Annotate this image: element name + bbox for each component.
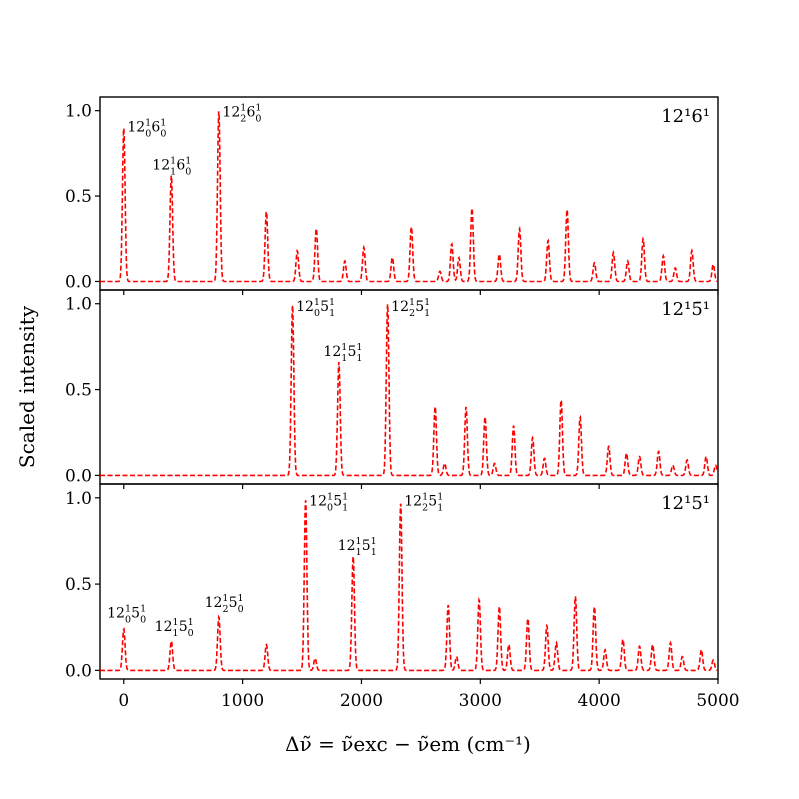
peak-annotation: 121 0 61 0 [127,118,166,140]
y-tick-label: 0.5 [65,381,92,401]
panels-group: 0.0 0.5 1.0 12¹6¹ 121 0 61 0 121 1 61 0 121 2 61 0… [65,96,719,684]
spectrum-line [100,111,718,283]
panel-1: 0.0 0.5 1.0 12¹6¹ 121 0 61 0 121 1 61 0 121 2 61 0 [65,96,719,295]
panel-2: 0.0 0.5 1.0 12¹5̄¹ 121 0 5̄1 1 121 1 5̄1 1 121 2 … [65,289,719,489]
peak-annotation: 121 2 51 0 [205,593,244,615]
peak-annotation: 121 1 5̄1 1 [323,342,362,364]
y-tick-label: 1.0 [65,295,92,315]
x-tick-label: 5000 [696,691,739,711]
x-tick-label: 4000 [578,691,621,711]
panel-label: 12¹5̄¹ [661,299,710,320]
panel-frame [99,483,719,680]
peak-annotation: 121 1 51 0 [155,617,194,639]
y-tick-label: 0.5 [65,575,92,595]
peak-annotation: 121 2 5̄1 1 [391,297,430,319]
x-tick-label: 1000 [221,691,264,711]
peak-annotation: 121 0 51 1 [309,491,348,513]
panel-3: 0.0 0.5 1.0 12¹5¹ 121 0 51 0 121 1 51 0 121 2 51 0… [65,483,719,684]
peak-annotation: 121 2 61 0 [222,102,261,124]
peak-annotation: 121 0 5̄1 1 [296,297,335,319]
spectrum-line [100,500,718,672]
y-tick-label: 0.0 [65,466,92,486]
peak-annotation: 121 2 51 1 [404,491,443,513]
panel-label: 12¹6¹ [661,106,710,127]
spectrum-line [100,304,718,477]
y-axis-title: Scaled intensity [15,305,39,468]
y-tick-label: 0.0 [65,272,92,292]
y-tick-label: 0.0 [65,661,92,681]
x-tick-label: 0 [118,691,129,711]
x-tick-label: 3000 [459,691,502,711]
y-tick-label: 0.5 [65,187,92,207]
x-axis: 0 1000 2000 3000 4000 5000 [118,691,739,711]
x-tick-label: 2000 [340,691,383,711]
peak-annotation: 121 1 61 0 [152,155,191,177]
x-axis-title: Δν̃ = ν̃exc − ν̃em (cm⁻¹) [285,732,531,756]
peak-annotation: 121 1 51 1 [338,536,377,558]
y-tick-label: 1.0 [65,102,92,122]
peak-annotation: 121 0 51 0 [107,603,146,625]
panel-label: 12¹5¹ [661,493,710,514]
y-tick-label: 1.0 [65,489,92,509]
